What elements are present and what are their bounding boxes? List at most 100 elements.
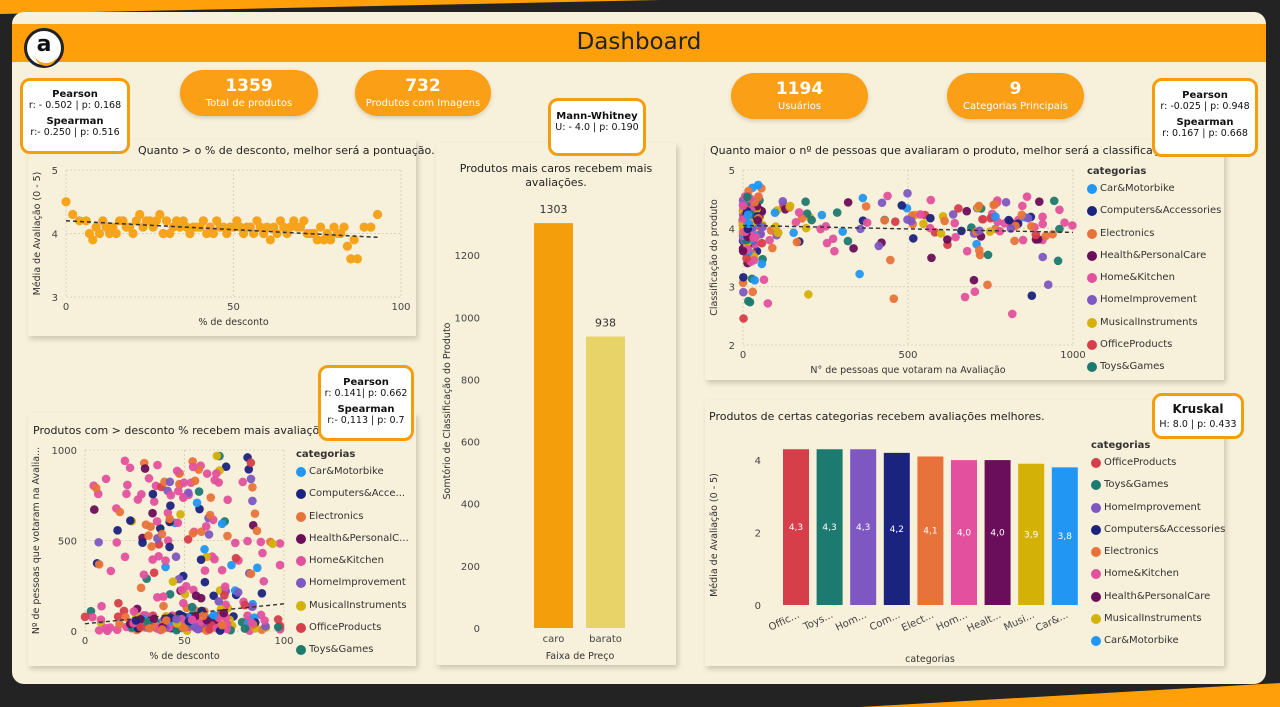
scatter-point [97, 601, 106, 611]
legend-item[interactable]: Car&Motorbike [1091, 635, 1225, 657]
scatter-point [157, 625, 167, 634]
scatter-point [326, 235, 336, 245]
legend-item[interactable]: Health&PersonalCare [1091, 591, 1225, 613]
legend-item[interactable]: Car&Motorbike [296, 466, 409, 488]
x-tick-label: 0 [63, 302, 69, 313]
scatter-point [113, 526, 122, 535]
legend-item[interactable]: HomeImprovement [296, 577, 409, 599]
scatter-point [138, 538, 147, 547]
scatter-point [843, 236, 853, 246]
legend-item[interactable]: Electronics [296, 511, 409, 533]
bar [586, 336, 625, 628]
legend-item[interactable]: Electronics [1091, 546, 1225, 568]
legend-label: OfficeProducts [1100, 339, 1173, 351]
legend-item[interactable]: Car&Motorbike [1087, 183, 1221, 205]
scatter-point [129, 607, 139, 616]
scatter-point [257, 589, 267, 598]
scatter-point [312, 235, 322, 245]
scatter-point [135, 209, 145, 220]
bar-value-label: 1303 [540, 203, 568, 216]
scatter-point [125, 463, 135, 473]
scatter-point [179, 478, 189, 488]
legend-item[interactable]: Electronics [1087, 228, 1221, 250]
scatter-point [273, 615, 283, 624]
scatter-point [978, 214, 987, 224]
legend-item[interactable]: MusicalInstruments [1091, 613, 1225, 635]
kpi-value: 1194 [775, 79, 824, 99]
scatter-point [81, 216, 91, 226]
scatter-point [969, 275, 979, 285]
legend-label: Health&PersonalCare [1100, 249, 1207, 261]
scatter-point [198, 611, 208, 621]
scatter-point [346, 254, 356, 264]
scatter-point [1022, 192, 1032, 202]
legend-discount-votes: categorias Car&Motorbike Computers&Acce...… [296, 449, 409, 667]
y-tick-label: 5 [729, 166, 735, 177]
bar [1018, 463, 1045, 605]
legend-dot-icon [1087, 295, 1097, 306]
scatter-point [166, 501, 175, 510]
scatter-point [889, 294, 899, 303]
scatter-point [936, 229, 946, 238]
scatter-point [983, 250, 993, 260]
scatter-point [759, 275, 769, 284]
legend-item[interactable]: Toys&Games [1091, 479, 1225, 501]
scatter-point [877, 198, 887, 208]
scatter-point [1060, 218, 1069, 227]
scatter-point [188, 462, 198, 472]
stat-line: r: 0.141| p: 0.662 [324, 388, 408, 399]
legend-title: categorias [296, 449, 356, 460]
scatter-point [1018, 235, 1028, 245]
scatter-point [106, 566, 116, 576]
kpi-total-products: 1359 Total de produtos [180, 70, 318, 116]
stat-box-discount-rating: Pearson r: - 0.502 | p: 0.168 Spearman r… [20, 78, 130, 154]
x-tick-label: 0 [740, 350, 746, 361]
scatter-point [191, 591, 201, 600]
legend-dot-icon [296, 467, 306, 477]
votes-rating-chart: 0 500 1000 2 3 4 5 N° de pessoas que votaram na… [709, 166, 1085, 376]
scatter-point [903, 215, 912, 224]
scatter-point [1049, 196, 1059, 206]
bar [534, 223, 573, 628]
legend-item[interactable]: Computers&Accessories [1091, 524, 1225, 546]
legend-item[interactable]: HomeImprovement [1091, 502, 1225, 524]
kpi-main-categories: 9 Categorias Principais [947, 73, 1084, 119]
scatter-point [179, 598, 188, 608]
scatter-point [838, 227, 847, 236]
kpi-users: 1194 Usuários [731, 73, 868, 119]
scatter-point [262, 222, 272, 232]
bar-value-label: 4,3 [822, 523, 836, 533]
legend-item[interactable]: OfficeProducts [1087, 339, 1221, 361]
legend-item[interactable]: Computers&Accessories [1087, 205, 1221, 227]
legend-label: Home&Kitchen [309, 555, 384, 567]
scatter-point [856, 224, 865, 234]
scatter-point [748, 287, 758, 297]
legend-item[interactable]: Toys&Games [296, 644, 409, 666]
x-axis-label: N° de pessoas que votaram na Avaliação [810, 365, 1005, 376]
legend-item[interactable]: HomeImprovement [1087, 294, 1221, 316]
scatter-point [821, 221, 831, 231]
scatter-point [359, 222, 369, 232]
legend-item[interactable]: MusicalInstruments [1087, 317, 1221, 339]
legend-item[interactable]: Home&Kitchen [1087, 272, 1221, 294]
legend-item[interactable]: OfficeProducts [1091, 457, 1225, 479]
legend-dot-icon [1087, 340, 1097, 351]
scatter-point [1053, 256, 1063, 266]
legend-item[interactable]: Health&PersonalCare [1087, 250, 1221, 272]
scatter-point [246, 474, 256, 484]
legend-item[interactable]: Home&Kitchen [1091, 568, 1225, 590]
legend-item[interactable]: Computers&Acce... [296, 488, 409, 510]
scatter-point [212, 451, 222, 461]
scatter-point [149, 568, 159, 577]
legend-item[interactable]: Home&Kitchen [296, 555, 409, 577]
legend-dot-icon [1087, 362, 1097, 373]
legend-item[interactable]: Health&PersonalC... [296, 533, 409, 555]
legend-dot-icon [1091, 502, 1101, 513]
legend-item[interactable]: MusicalInstruments [296, 600, 409, 622]
legend-item[interactable]: OfficeProducts [296, 622, 409, 644]
scatter-point [210, 475, 220, 485]
scatter-point [202, 469, 212, 478]
scatter-point [165, 542, 174, 552]
legend-item[interactable]: Toys&Games [1087, 361, 1221, 383]
scatter-point [144, 531, 153, 540]
